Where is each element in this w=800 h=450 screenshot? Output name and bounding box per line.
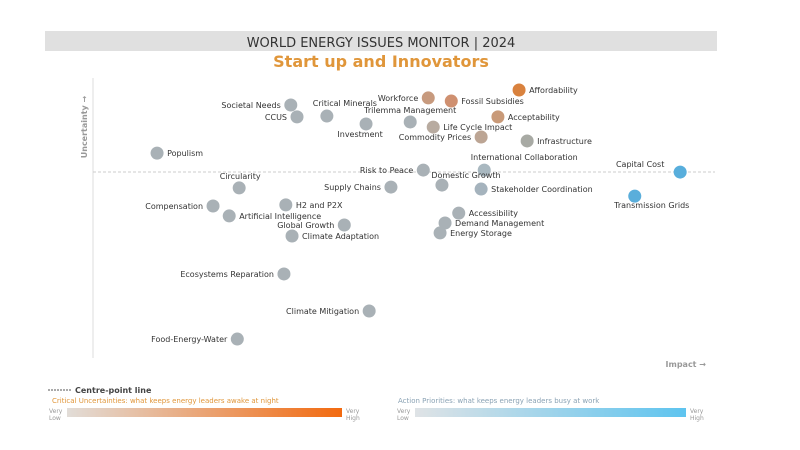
point-label: Ecosystems Reparation [180,270,274,279]
point-affordability [512,83,526,97]
point-label: Climate Adaptation [302,232,379,241]
point-label: Infrastructure [537,137,592,146]
point-label: Global Growth [277,221,334,230]
point-label: Acceptability [508,113,560,122]
point-infrastructure [520,134,534,148]
point-label: Affordability [529,86,578,95]
point-critical-minerals [320,109,334,123]
point-label: Transmission Grids [613,201,689,210]
point-domestic-growth [435,178,449,192]
point-global-growth [337,218,351,232]
point-label: Investment [337,130,382,139]
point-ccus [290,110,304,124]
point-supply-chains [384,180,398,194]
point-label: Food-Energy-Water [151,335,228,344]
point-climate-adaptation [285,229,299,243]
critical-gradient-bar [67,408,342,417]
point-label: Societal Needs [221,101,280,110]
action-low-label: Very Low [397,408,411,422]
action-high-label: Very High [690,408,704,422]
point-energy-storage [433,226,447,240]
point-capital-cost [673,165,687,179]
point-h2-and-p2x [279,198,293,212]
point-risk-to-peace [416,163,430,177]
x-axis-label: Impact → [666,360,707,369]
point-label: Fossil Subsidies [461,97,524,106]
point-label: International Collaboration [471,153,578,162]
point-stakeholder-coordination [474,182,488,196]
point-societal-needs [284,98,298,112]
point-transmission-grids [628,189,642,203]
point-label: Energy Storage [450,229,512,238]
centre-line-legend: Centre-point line [75,386,152,395]
point-ecosystems-reparation [277,267,291,281]
point-label: Workforce [378,94,418,103]
header-title: WORLD ENERGY ISSUES MONITOR | 2024 [247,36,516,51]
point-international-collaboration [477,163,491,177]
action-gradient-bar [415,408,686,417]
point-label: Demand Management [455,219,544,228]
point-label: Risk to Peace [360,166,413,175]
point-label: Circularity [220,172,261,181]
point-label: Compensation [145,202,203,211]
point-label: Domestic Growth [431,171,500,180]
point-label: Artificial Intelligence [239,212,321,221]
point-accessibility [452,206,466,220]
point-label: Trilemma Management [363,106,456,115]
point-label: Accessibility [469,209,518,218]
point-populism [150,146,164,160]
point-artificial-intelligence [222,209,236,223]
point-label: Climate Mitigation [286,307,359,316]
point-life-cycle-impact [426,120,440,134]
critical-high-label: Very High [346,408,360,422]
action-priorities-label: Action Priorities: what keeps energy lea… [398,397,600,405]
point-circularity [232,181,246,195]
point-label: Populism [167,149,203,158]
point-acceptability [491,110,505,124]
chart-title: Start up and Innovators [273,52,489,71]
point-workforce [421,91,435,105]
point-fossil-subsidies [444,94,458,108]
point-label: Supply Chains [324,183,381,192]
point-investment [359,117,373,131]
point-label: Life Cycle Impact [443,123,512,132]
point-label: H2 and P2X [296,201,343,210]
point-climate-mitigation [362,304,376,318]
critical-low-label: Very Low [49,408,63,422]
point-label: Commodity Prices [399,133,471,142]
point-label: Capital Cost [616,160,664,169]
title-bar [45,31,717,51]
point-demand-management [438,216,452,230]
point-label: Stakeholder Coordination [491,185,593,194]
point-commodity-prices [474,130,488,144]
point-trilemma-management [403,115,417,129]
point-compensation [206,199,220,213]
point-label: Critical Minerals [313,99,377,108]
point-label: CCUS [265,113,287,122]
critical-uncertainties-label: Critical Uncertainties: what keeps energ… [52,397,279,405]
y-axis-label: Uncertainty → [80,95,89,158]
point-food-energy-water [230,332,244,346]
